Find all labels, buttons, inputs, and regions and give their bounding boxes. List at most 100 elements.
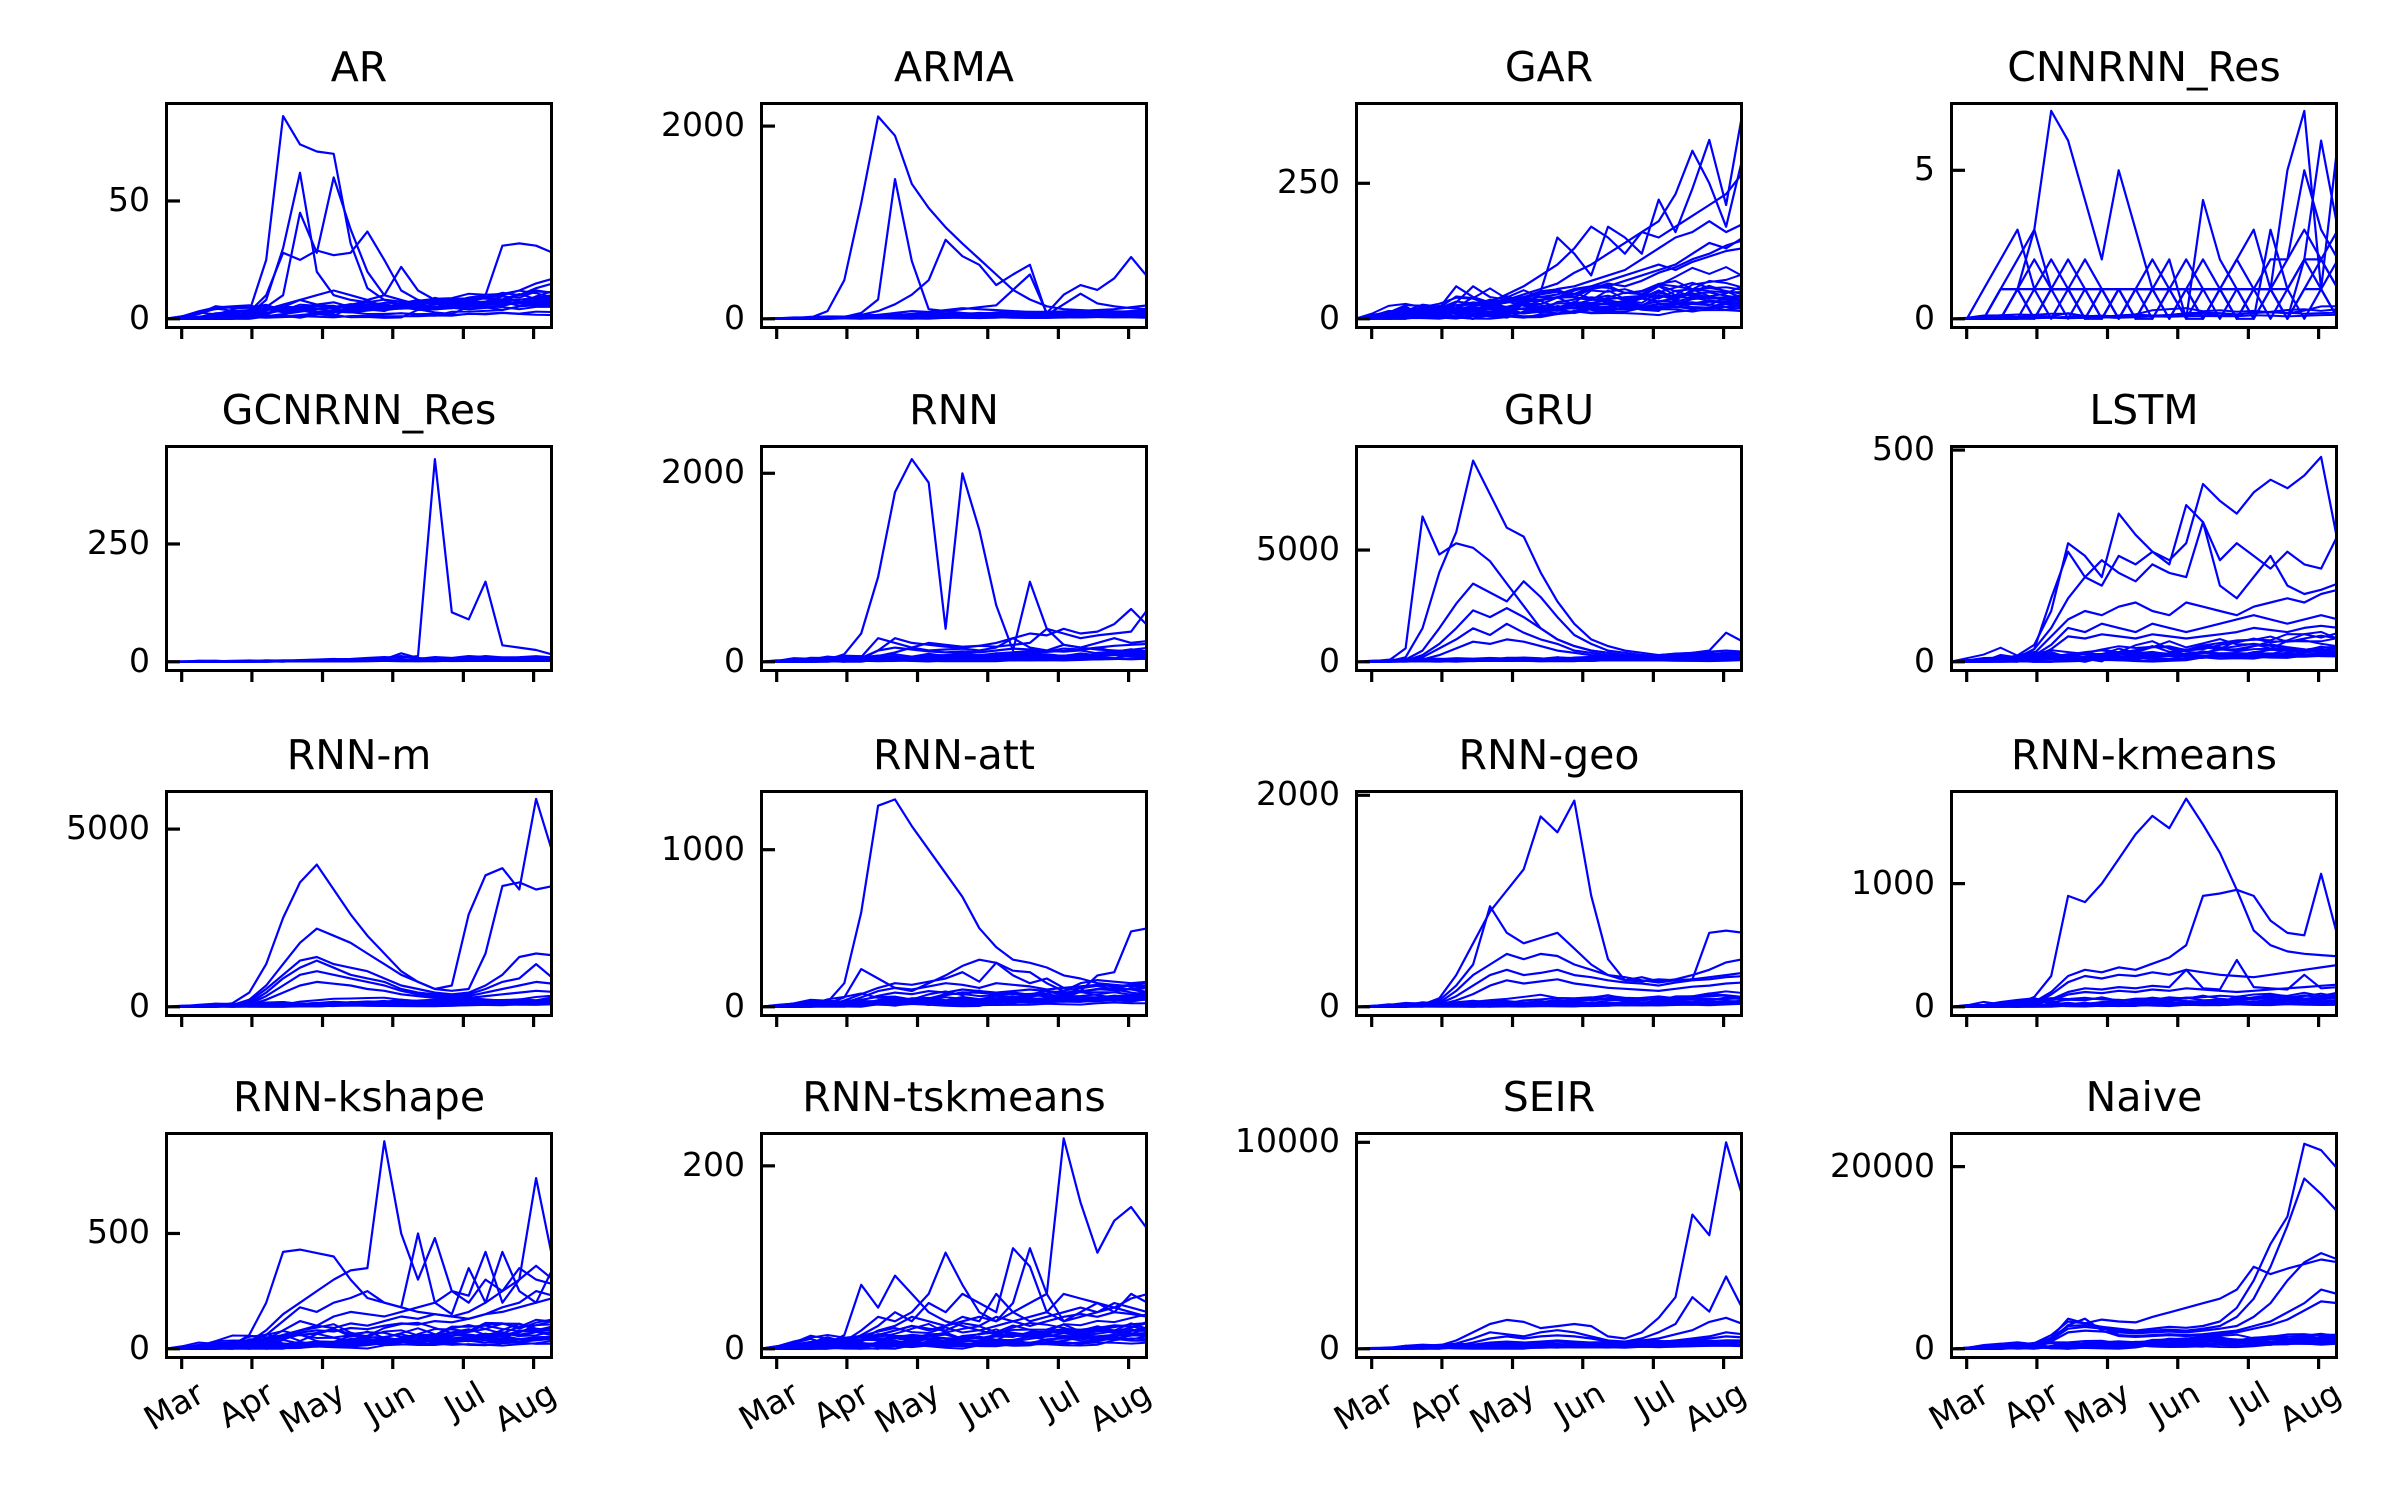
subplot-title: RNN xyxy=(909,386,999,434)
subplot-axes xyxy=(760,1132,1148,1369)
subplot-title: RNN-m xyxy=(286,731,432,779)
subplot-title: GRU xyxy=(1503,386,1595,434)
series-line xyxy=(1953,258,2335,320)
y-tick-label: 0 xyxy=(1914,1327,1935,1367)
line-series-group xyxy=(168,115,550,320)
y-tick-label: 0 xyxy=(129,640,150,680)
y-tick-label: 0 xyxy=(129,1327,150,1367)
series-line xyxy=(1358,247,1740,320)
series-line xyxy=(1953,1177,2335,1350)
series-line xyxy=(1358,1141,1740,1350)
y-tick-label: 0 xyxy=(1319,640,1340,680)
line-series-group xyxy=(1358,799,1740,1008)
band-line xyxy=(763,1325,1145,1350)
series-line xyxy=(1953,624,2335,663)
y-tick-label: 0 xyxy=(1914,297,1935,337)
line-series-group xyxy=(1953,455,2335,663)
line-series-group xyxy=(168,797,550,1008)
series-line xyxy=(1358,905,1740,1008)
series-line xyxy=(168,980,550,1008)
series-line xyxy=(763,642,1145,663)
y-tick-label: 0 xyxy=(724,297,745,337)
subplot-axes xyxy=(1355,790,1743,1027)
subplot-axes xyxy=(1950,102,2338,339)
subplot-title: LSTM xyxy=(2089,386,2199,434)
series-line xyxy=(1953,109,2335,320)
y-tick-label: 0 xyxy=(1319,985,1340,1025)
series-line xyxy=(168,797,550,1008)
band-line xyxy=(763,1322,1145,1350)
subplot-axes xyxy=(760,102,1148,339)
line-series-group xyxy=(763,1137,1145,1350)
line-series-group xyxy=(168,1140,550,1350)
subplot-title: ARMA xyxy=(894,43,1014,91)
series-line xyxy=(1358,515,1740,663)
y-tick-label: 1000 xyxy=(661,828,745,868)
subplot-title: RNN-kshape xyxy=(232,1073,486,1121)
subplot-title: SEIR xyxy=(1502,1073,1596,1121)
series-line xyxy=(763,986,1145,1008)
subplot-axes xyxy=(165,445,553,682)
subplot-axes xyxy=(1950,790,2338,1027)
subplot-axes xyxy=(760,790,1148,1027)
subplot-title: RNN-kmeans xyxy=(2011,731,2277,779)
subplot-axes xyxy=(1355,1132,1743,1369)
y-tick-label: 0 xyxy=(129,985,150,1025)
line-series-group xyxy=(168,458,550,663)
subplot-title: CNNRNN_Res xyxy=(2007,43,2281,91)
series-line xyxy=(763,927,1145,1008)
y-tick-label: 1000 xyxy=(1851,862,1935,902)
y-tick-label: 2000 xyxy=(1256,774,1340,814)
line-series-group xyxy=(1953,1142,2335,1350)
line-series-group xyxy=(1358,1141,1740,1350)
line-series-group xyxy=(1953,797,2335,1008)
line-series-group xyxy=(1358,459,1740,663)
series-line xyxy=(1358,1275,1740,1350)
series-line xyxy=(763,1311,1145,1350)
y-tick-label: 20000 xyxy=(1830,1145,1935,1185)
line-series-group xyxy=(763,798,1145,1008)
y-tick-label: 0 xyxy=(1319,297,1340,337)
subplot-axes xyxy=(165,790,553,1027)
y-tick-label: 0 xyxy=(1914,640,1935,680)
series-line xyxy=(1358,638,1740,663)
series-line xyxy=(763,1137,1145,1350)
subplot-axes xyxy=(165,102,553,339)
band-line xyxy=(1358,301,1740,320)
band-line xyxy=(1358,291,1740,320)
subplot-axes xyxy=(1950,445,2338,682)
series-line xyxy=(1953,258,2335,320)
line-series-group xyxy=(763,458,1145,663)
series-line xyxy=(168,115,550,320)
y-tick-label: 2000 xyxy=(661,105,745,145)
subplot-title: Naive xyxy=(2085,1073,2203,1121)
y-tick-label: 2000 xyxy=(661,452,745,492)
subplot-title: RNN-tskmeans xyxy=(802,1073,1106,1121)
series-line xyxy=(168,283,550,320)
y-tick-label: 250 xyxy=(1277,162,1340,202)
subplot-axes xyxy=(1355,102,1743,339)
series-line xyxy=(1953,589,2335,663)
band-line xyxy=(1358,994,1740,1008)
series-line xyxy=(1953,109,2335,320)
subplot-axes xyxy=(1950,1132,2338,1369)
subplot-title: GAR xyxy=(1504,43,1594,91)
band-line xyxy=(168,305,550,320)
y-tick-label: 50 xyxy=(108,179,150,219)
band-line xyxy=(1953,637,2335,663)
series-line xyxy=(168,458,550,663)
subplot-title: RNN-att xyxy=(873,731,1035,779)
subplot-title: AR xyxy=(330,43,388,91)
y-tick-label: 0 xyxy=(1914,985,1935,1025)
subplot-axes xyxy=(760,445,1148,682)
line-series-group xyxy=(1358,120,1740,320)
series-line xyxy=(763,798,1145,1008)
y-tick-label: 500 xyxy=(1872,429,1935,469)
series-line xyxy=(168,1140,550,1350)
series-line xyxy=(1953,983,2335,1008)
y-tick-label: 250 xyxy=(87,522,150,562)
series-line xyxy=(1953,797,2335,1008)
y-tick-label: 200 xyxy=(682,1144,745,1184)
line-series-group xyxy=(1953,109,2335,320)
